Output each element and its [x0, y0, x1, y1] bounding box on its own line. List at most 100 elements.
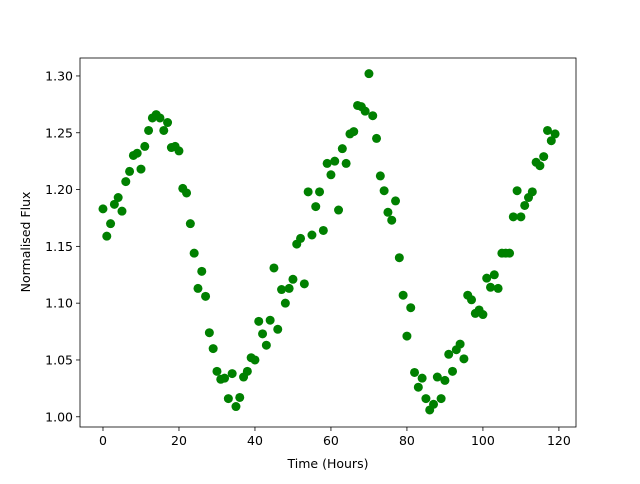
data-point: [330, 156, 340, 166]
data-point: [273, 324, 283, 334]
data-point: [113, 193, 123, 203]
data-point: [387, 215, 397, 225]
data-point: [334, 205, 344, 215]
data-point: [144, 125, 154, 135]
data-point: [197, 266, 207, 276]
data-point: [299, 279, 309, 289]
data-point: [208, 344, 218, 354]
data-point: [535, 161, 545, 171]
x-tick-label: 120: [547, 433, 571, 448]
y-tick-label: 1.00: [45, 409, 73, 424]
y-tick-label: 1.20: [45, 182, 73, 197]
data-point: [455, 339, 465, 349]
x-tick-label: 20: [171, 433, 187, 448]
data-point: [349, 127, 359, 137]
y-tick-label: 1.30: [45, 68, 73, 83]
data-point: [185, 219, 195, 229]
data-point: [174, 146, 184, 156]
data-point: [109, 199, 119, 209]
data-point: [368, 111, 378, 121]
data-point: [417, 373, 427, 383]
data-point: [341, 158, 351, 168]
data-point: [360, 106, 370, 116]
x-tick-label: 0: [99, 433, 107, 448]
plot-frame: [79, 57, 577, 428]
data-point: [98, 204, 108, 214]
data-point: [261, 340, 271, 350]
data-point: [117, 206, 127, 216]
data-point: [231, 402, 241, 412]
data-point: [326, 170, 336, 180]
data-point: [182, 188, 192, 198]
data-point: [121, 177, 131, 187]
data-point: [277, 285, 287, 295]
data-point: [235, 392, 245, 402]
data-point: [163, 118, 173, 128]
x-axis-label: Time (Hours): [287, 456, 369, 471]
data-point: [250, 355, 260, 365]
data-point: [489, 270, 499, 280]
data-point: [539, 152, 549, 162]
data-point: [391, 196, 401, 206]
data-point: [189, 248, 199, 258]
data-point: [315, 187, 325, 197]
data-point: [204, 328, 214, 338]
data-point: [406, 303, 416, 313]
data-point: [311, 202, 321, 212]
data-point: [486, 282, 496, 292]
data-point: [140, 141, 150, 151]
x-tick-label: 60: [323, 433, 339, 448]
data-point: [220, 373, 230, 383]
y-tick-label: 1.15: [45, 239, 73, 254]
data-point: [448, 366, 458, 376]
data-point: [296, 233, 306, 243]
data-point: [136, 164, 146, 174]
data-point: [375, 171, 385, 181]
data-point: [440, 375, 450, 385]
data-point: [520, 200, 530, 210]
data-point: [201, 291, 211, 301]
data-point: [543, 125, 553, 135]
data-point: [436, 394, 446, 404]
data-point: [193, 283, 203, 293]
data-point: [394, 253, 404, 263]
data-point: [421, 394, 431, 404]
data-point: [478, 310, 488, 320]
data-point: [546, 136, 556, 146]
data-point: [102, 231, 112, 241]
data-point: [106, 219, 116, 229]
data-point: [550, 129, 560, 139]
y-axis-label: Normalised Flux: [18, 192, 33, 293]
data-point: [227, 369, 237, 379]
data-point: [413, 382, 423, 392]
x-tick-label: 100: [471, 433, 495, 448]
data-point: [372, 133, 382, 143]
data-point: [383, 207, 393, 217]
data-point: [269, 263, 279, 273]
data-point: [398, 290, 408, 300]
data-point: [482, 273, 492, 283]
data-point: [337, 144, 347, 154]
data-point: [467, 295, 477, 305]
y-tick-label: 1.05: [45, 352, 73, 367]
data-point: [318, 225, 328, 235]
data-point: [508, 212, 518, 222]
data-point: [444, 349, 454, 359]
data-point: [303, 187, 313, 197]
data-point: [125, 166, 135, 176]
data-point: [364, 69, 374, 79]
data-point: [132, 148, 142, 158]
data-point: [379, 186, 389, 196]
data-point: [284, 283, 294, 293]
data-point: [254, 316, 264, 326]
data-point: [155, 113, 165, 123]
data-point: [212, 366, 222, 376]
data-point: [512, 186, 522, 196]
data-point: [429, 399, 439, 409]
data-point: [459, 354, 469, 364]
data-point: [505, 248, 515, 258]
data-point: [527, 187, 537, 197]
data-point: [265, 315, 275, 325]
